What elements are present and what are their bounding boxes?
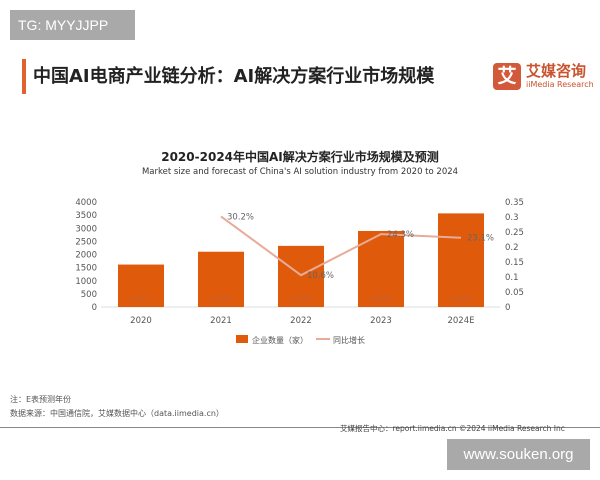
- left-tick-label: 1000: [75, 277, 97, 287]
- right-tick-label: 0.3: [505, 213, 519, 223]
- bar-value-label: 2896: [370, 295, 392, 305]
- right-tick-label: 0.35: [505, 198, 524, 208]
- left-tick-label: 3500: [75, 211, 97, 221]
- left-tick-label: 2000: [75, 251, 97, 261]
- line-data-label: 24.3%: [387, 230, 414, 240]
- note: 注：E表预测年份: [10, 395, 72, 404]
- bar-value-label: 2329: [290, 295, 312, 305]
- bar: [438, 213, 484, 307]
- line-data-label: 23.1%: [467, 234, 494, 244]
- bar-value-label: 2106: [210, 295, 232, 305]
- line-data-label: 30.2%: [227, 212, 254, 222]
- left-tick-label: 2500: [75, 237, 97, 247]
- left-tick-label: 3000: [75, 224, 97, 234]
- legend-line-label: 同比增长: [333, 335, 365, 345]
- bar-value-label: 1617: [130, 295, 152, 305]
- left-tick-label: 1500: [75, 264, 97, 274]
- legend-bar-swatch: [236, 335, 248, 343]
- right-tick-label: 0.2: [505, 243, 519, 253]
- divider: [0, 427, 600, 428]
- left-tick-label: 500: [81, 290, 97, 300]
- left-tick-label: 0: [92, 303, 97, 313]
- bar: [198, 251, 244, 307]
- logo-text-en: iiMedia Research: [526, 80, 594, 89]
- right-tick-label: 0.25: [505, 228, 524, 238]
- line-data-label: 10.6%: [307, 271, 334, 281]
- growth-line: [220, 215, 462, 277]
- source: 数据来源：中国通信院，艾媒数据中心（data.iimedia.cn）: [10, 409, 224, 418]
- right-tick-label: 0: [505, 303, 510, 313]
- bar: [278, 245, 324, 307]
- bar-value-label: 3566: [450, 295, 472, 305]
- logo-text-cn: 艾媒咨询: [526, 62, 587, 80]
- page-title: 中国AI电商产业链分析：AI解决方案行业市场规模: [33, 66, 435, 87]
- left-tick-label: 4000: [75, 198, 97, 208]
- x-tick-label: 2020: [130, 316, 152, 326]
- x-tick-label: 2023: [370, 316, 392, 326]
- x-tick-label: 2024E: [447, 316, 474, 326]
- bar: [118, 264, 164, 307]
- x-tick-label: 2022: [290, 316, 312, 326]
- logo: 艾: [493, 63, 521, 90]
- footer: 艾媒报告中心：report.iimedia.cn ©2024 iiMedia R…: [340, 424, 565, 433]
- title-accent-bar: [22, 59, 26, 94]
- watermark-bottom: www.souken.org: [447, 439, 590, 470]
- right-tick-label: 0.15: [505, 258, 524, 268]
- watermark-top: TG: MYYJJPP: [10, 10, 135, 40]
- chart-subtitle: Market size and forecast of China's AI s…: [141, 167, 459, 177]
- chart-title: 2020-2024年中国AI解决方案行业市场规模及预测: [161, 150, 439, 164]
- x-tick-label: 2021: [210, 316, 232, 326]
- right-tick-label: 0.05: [505, 288, 524, 298]
- right-tick-label: 0.1: [505, 273, 519, 283]
- bar: [358, 230, 404, 307]
- legend-bar-label: 企业数量（家）: [252, 335, 308, 345]
